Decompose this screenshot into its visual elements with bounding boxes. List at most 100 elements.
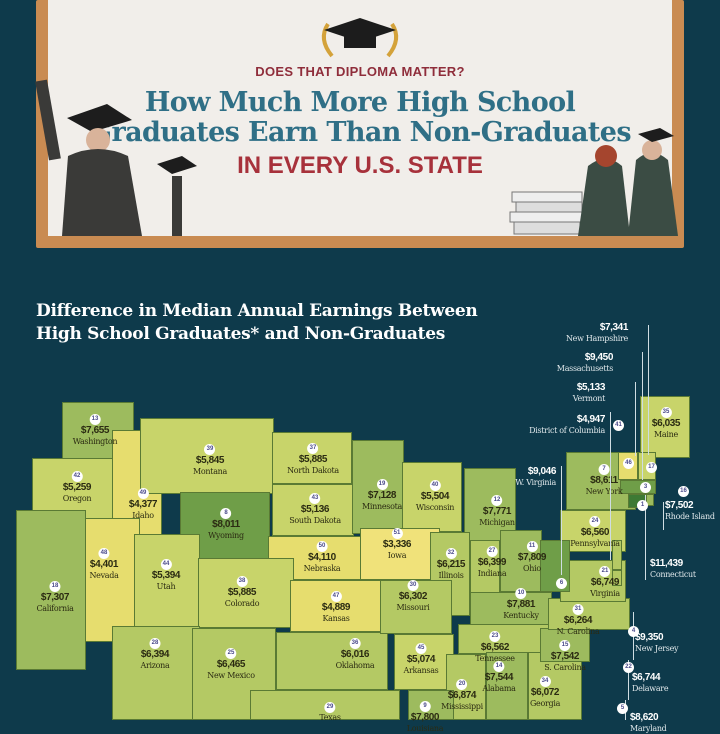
callout-label: $7,502 Rhode Island xyxy=(665,500,715,522)
rank-badge: 15 xyxy=(559,640,571,651)
state-value: $8,011 xyxy=(212,519,240,530)
state-name: Georgia xyxy=(529,699,561,708)
state-name: Delaware xyxy=(632,684,669,693)
state-label: 49 $4,377 Idaho xyxy=(129,488,157,521)
state-label: 10 $7,881 Kentucky xyxy=(503,588,539,621)
state-name: North Dakota xyxy=(287,466,339,475)
state-value: $4,401 xyxy=(89,559,119,570)
rank-badge: 23 xyxy=(489,631,501,642)
state-name: Arkansas xyxy=(403,666,439,675)
state-label: 38 $5,885 Colorado xyxy=(224,576,260,609)
state-name: Arizona xyxy=(140,661,170,670)
state-value: $7,502 xyxy=(665,500,694,511)
rank-badge: 40 xyxy=(429,480,441,491)
state-value: $4,889 xyxy=(321,602,351,613)
page-title: How Much More High School Graduates Earn … xyxy=(48,88,672,148)
state-label: 35 $6,035 Maine xyxy=(652,407,680,440)
state-shape-georgia xyxy=(528,652,582,720)
state-label: 31 $6,264 N. Carolina xyxy=(557,604,600,637)
rank-badge: 47 xyxy=(330,591,342,602)
state-value: $11,439 xyxy=(650,558,683,569)
state-label: 14 $7,544 Alabama xyxy=(482,661,516,694)
rank-badge: 14 xyxy=(493,661,505,672)
callout-line xyxy=(642,352,643,480)
rank-badge: 13 xyxy=(89,414,101,425)
callout-line xyxy=(561,466,562,575)
state-name: Kentucky xyxy=(503,611,539,620)
title-line-2: Graduates Earn Than Non-Graduates xyxy=(89,117,632,148)
state-value: $9,350 xyxy=(635,632,664,643)
state-shape-colorado xyxy=(198,558,294,628)
state-name: Colorado xyxy=(224,599,260,608)
rank-badge: 50 xyxy=(316,541,328,552)
state-label: 30 $6,302 Missouri xyxy=(397,580,430,613)
state-name: Oregon xyxy=(62,494,92,503)
state-value: $3,336 xyxy=(382,539,412,550)
state-value: $6,749 xyxy=(590,577,620,588)
rank-badge: 48 xyxy=(98,548,110,559)
rank-badge: 3 xyxy=(640,482,651,493)
graduation-cap-laurel-icon xyxy=(321,18,399,58)
state-value: $5,259 xyxy=(62,482,92,493)
state-shape-south-dakota xyxy=(272,484,354,536)
state-name: Alabama xyxy=(482,684,516,693)
state-name: Minnesota xyxy=(362,502,402,511)
state-shape-north-dakota xyxy=(272,432,352,484)
state-label: 32 $6,215 Illinois xyxy=(437,548,465,581)
state-shape-n-carolina xyxy=(548,598,630,630)
state-label: 50 $4,110 Nebraska xyxy=(304,541,341,574)
rank-badge: 4 xyxy=(628,626,639,637)
state-label: 7 $8,611 New York xyxy=(586,464,623,497)
title-line-1: How Much More High School xyxy=(144,87,576,118)
rank-badge: 10 xyxy=(515,588,527,599)
rank-badge: 19 xyxy=(376,479,388,490)
map-heading-line-2: High School Graduates* and Non-Graduates xyxy=(36,324,445,344)
map-heading: Difference in Median Annual Earnings Bet… xyxy=(36,300,478,346)
state-name: Maryland xyxy=(630,724,667,733)
state-label: 15 $7,542 S. Carolina xyxy=(544,640,586,673)
state-name: Washington xyxy=(72,437,118,446)
state-label: 39 $5,845 Montana xyxy=(193,444,227,477)
state-name: W. Virginia xyxy=(515,478,556,487)
state-value: $6,394 xyxy=(140,649,170,660)
graduates-right-illustration xyxy=(509,128,678,236)
rank-badge: 5 xyxy=(617,703,628,714)
state-label: 42 $5,259 Oregon xyxy=(62,471,92,504)
state-label: 8 $8,011 Wyoming xyxy=(208,508,244,541)
state-name: New York xyxy=(585,487,623,496)
state-label: 13 $7,655 Washington xyxy=(73,414,118,447)
state-shape-new-mexico xyxy=(192,628,276,720)
state-label: 12 $7,771 Michigan xyxy=(479,495,515,528)
state-value: $7,800 xyxy=(410,712,440,723)
state-name: Wisconsin xyxy=(415,503,455,512)
state-value: $6,744 xyxy=(632,672,661,683)
header-board: DOES THAT DIPLOMA MATTER? How Much More … xyxy=(35,0,678,236)
state-label: 44 $5,394 Utah xyxy=(152,559,180,592)
rank-badge: 27 xyxy=(486,546,498,557)
state-name: Indiana xyxy=(477,569,507,578)
state-name: Utah xyxy=(156,582,176,591)
state-value: $6,215 xyxy=(436,559,466,570)
state-shape-louisiana xyxy=(408,690,454,720)
callout-line xyxy=(648,325,649,455)
state-label: 34 $6,072 Georgia xyxy=(530,676,560,709)
state-value: $6,560 xyxy=(580,527,610,538)
rank-badge: 39 xyxy=(204,444,216,455)
state-name: Massachusetts xyxy=(556,364,614,373)
state-value: $6,465 xyxy=(216,659,246,670)
state-value: $4,377 xyxy=(128,499,158,510)
rank-badge: 44 xyxy=(160,559,172,570)
state-name: New Mexico xyxy=(207,671,255,680)
callout-label: $9,046 W. Virginia xyxy=(515,466,556,488)
rank-badge: 8 xyxy=(220,508,232,519)
state-name: S. Carolina xyxy=(544,663,586,672)
callout-label: $11,439 Connecticut xyxy=(650,558,696,580)
state-name: Ohio xyxy=(523,564,541,573)
state-value: $7,128 xyxy=(367,490,397,501)
state-value: $6,072 xyxy=(530,687,560,698)
state-label: 18 $7,307 California xyxy=(36,581,74,614)
rank-badge: 6 xyxy=(556,578,567,589)
state-label: 37 $5,885 North Dakota xyxy=(287,443,339,476)
rank-badge: 42 xyxy=(71,471,83,482)
state-shape-utah xyxy=(134,534,200,630)
